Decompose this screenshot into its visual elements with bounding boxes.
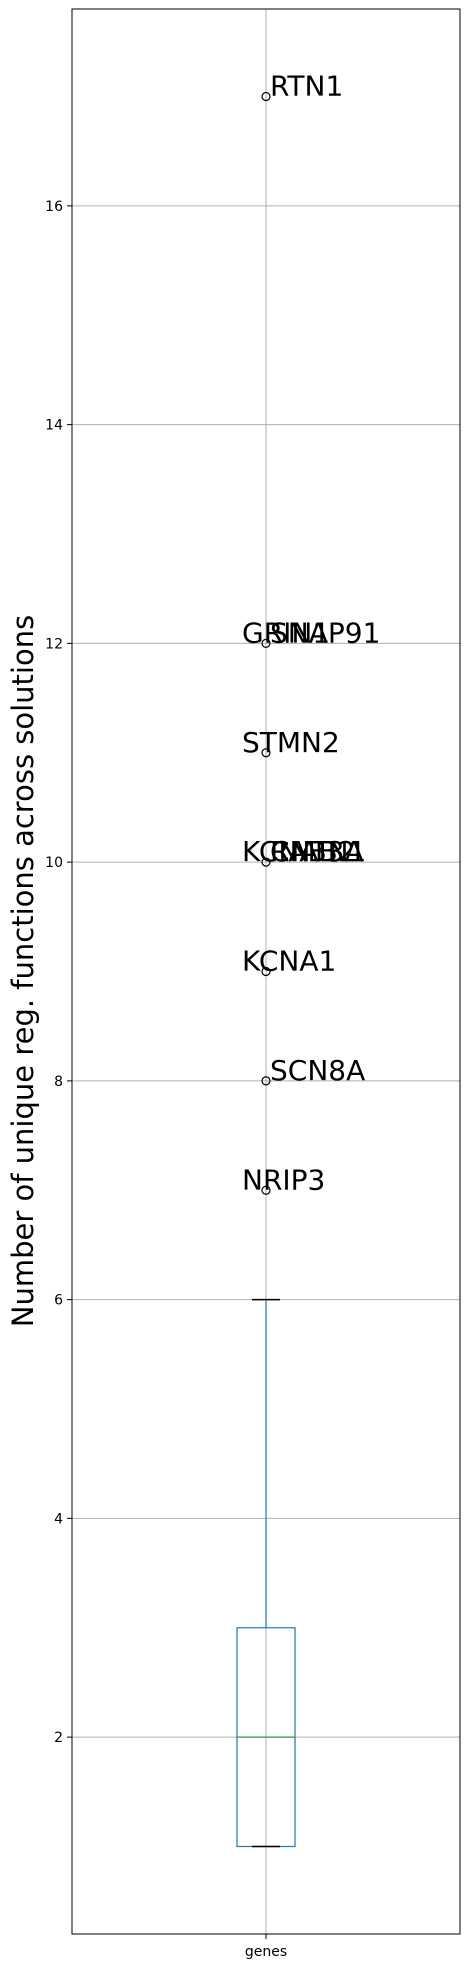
outlier-label: STMN2 xyxy=(242,726,340,759)
outlier-label: RAB3A xyxy=(270,835,364,868)
outlier-label: SCN8A xyxy=(270,1054,365,1087)
y-tick-label: 12 xyxy=(45,636,63,652)
outlier-point xyxy=(261,638,271,648)
outlier-point xyxy=(261,91,271,102)
outlier-label: KCNAB2 xyxy=(242,835,356,868)
box-layer xyxy=(236,1298,296,1848)
y-tick-label: 16 xyxy=(45,199,63,215)
axis-layer: 2 4 6 8 10 12 14 16 genes xyxy=(45,199,287,1960)
outlier-point xyxy=(261,966,271,977)
y-tick-label: 2 xyxy=(54,1730,63,1746)
outlier-label: KCNA1 xyxy=(242,945,336,978)
outlier-point xyxy=(261,1185,271,1195)
x-tick-label: genes xyxy=(245,1944,287,1960)
y-tick-label: 4 xyxy=(54,1511,63,1527)
outlier-label: NRIP3 xyxy=(242,1163,325,1196)
y-tick-label: 6 xyxy=(54,1293,63,1309)
y-tick-label: 14 xyxy=(45,418,63,434)
y-axis-label: Number of unique reg. functions across s… xyxy=(6,615,40,1327)
y-tick-label: 10 xyxy=(45,855,63,871)
outlier-label: RTN1 xyxy=(270,70,343,103)
outlier-label: SNAP91 xyxy=(270,616,380,649)
outlier-point xyxy=(261,1076,271,1086)
outlier-label: GRIN1 xyxy=(242,616,330,649)
outlier-point xyxy=(261,857,271,867)
outlier-label: CNTN1 xyxy=(270,835,366,868)
outlier-layer xyxy=(261,91,271,1195)
outlier-point xyxy=(261,748,271,758)
y-tick-label: 8 xyxy=(54,1074,63,1090)
